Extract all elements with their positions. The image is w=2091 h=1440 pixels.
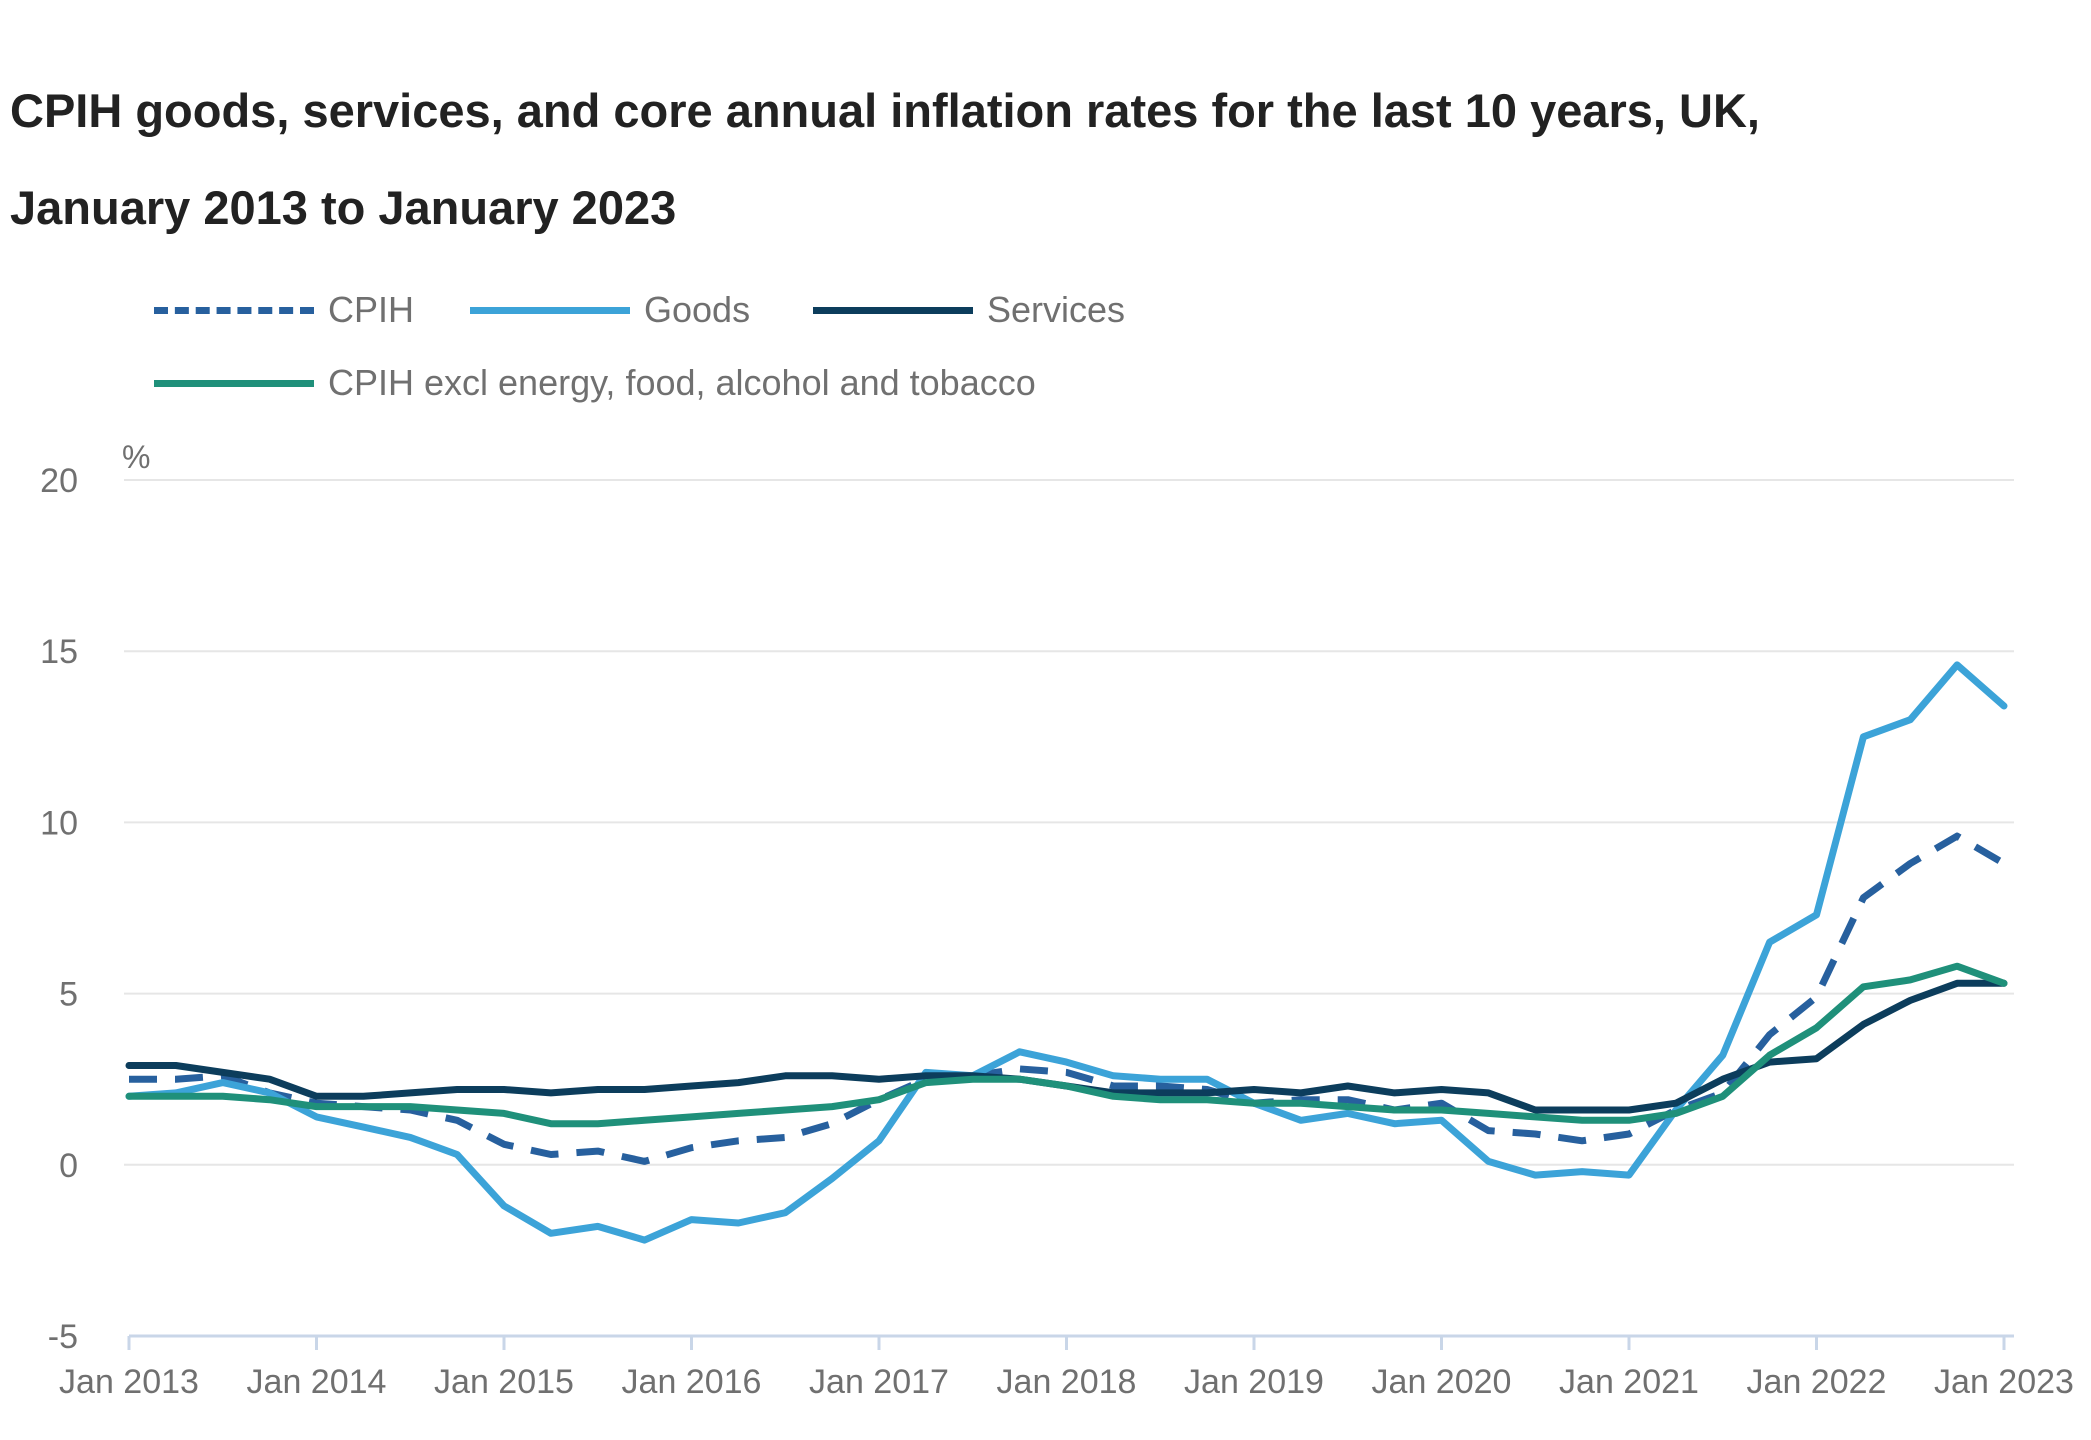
legend-label-goods: Goods [644, 289, 751, 330]
series-line-cpih-excl-energy-food-alcohol-and-tobacco [125, 962, 2008, 1128]
legend-item-goods[interactable]: Goods [470, 285, 750, 335]
legend-swatch-goods [470, 306, 630, 314]
x-tick-label: Jan 2020 [1372, 1363, 1512, 1401]
y-tick-label: -5 [48, 1318, 78, 1356]
y-tick-label: 20 [40, 462, 78, 500]
chart-legend: CPIH Goods Services CPIH excl energy, fo… [0, 270, 1400, 420]
x-tick-label: Jan 2016 [622, 1363, 762, 1401]
y-tick-label: 5 [59, 976, 78, 1014]
x-axis: Jan 2013 Jan 2014 Jan 2015 Jan 2016 Jan 2017… [59, 1334, 2074, 1401]
series-line-cpih [129, 832, 2006, 1165]
x-tick-label: Jan 2017 [809, 1363, 949, 1401]
y-tick-label: 10 [40, 804, 78, 842]
legend-swatch-cpih [154, 306, 314, 314]
x-tick-label: Jan 2015 [434, 1363, 574, 1401]
y-axis-unit-label: % [122, 439, 150, 475]
series-lines [125, 661, 2008, 1244]
y-tick-label: 0 [59, 1147, 78, 1185]
legend-label-cpih-excl: CPIH excl energy, food, alcohol and toba… [328, 362, 1036, 403]
y-axis: -5 0 5 10 15 20 [40, 462, 78, 1356]
y-tick-label: 15 [40, 633, 78, 671]
legend-item-services[interactable]: Services [813, 285, 1125, 335]
legend-label-cpih: CPIH [328, 289, 415, 330]
legend-item-cpih[interactable]: CPIH [154, 285, 414, 335]
x-tick-label: Jan 2022 [1747, 1363, 1887, 1401]
x-tick-label: Jan 2021 [1559, 1363, 1699, 1401]
x-tick-label: Jan 2013 [59, 1363, 199, 1401]
series-line-goods [125, 661, 2008, 1244]
legend-label-services: Services [987, 289, 1126, 330]
legend-swatch-cpih-excl [154, 379, 314, 387]
x-tick-label: Jan 2019 [1184, 1363, 1324, 1401]
legend-swatch-services [813, 306, 973, 314]
x-tick-label: Jan 2018 [997, 1363, 1137, 1401]
x-tick-label: Jan 2023 [1934, 1363, 2074, 1401]
gridlines [124, 479, 2014, 1166]
chart-title: CPIH goods, services, and core annual in… [10, 84, 1760, 234]
legend-item-cpih-excl[interactable]: CPIH excl energy, food, alcohol and toba… [154, 358, 1036, 408]
x-tick-label: Jan 2014 [247, 1363, 387, 1401]
